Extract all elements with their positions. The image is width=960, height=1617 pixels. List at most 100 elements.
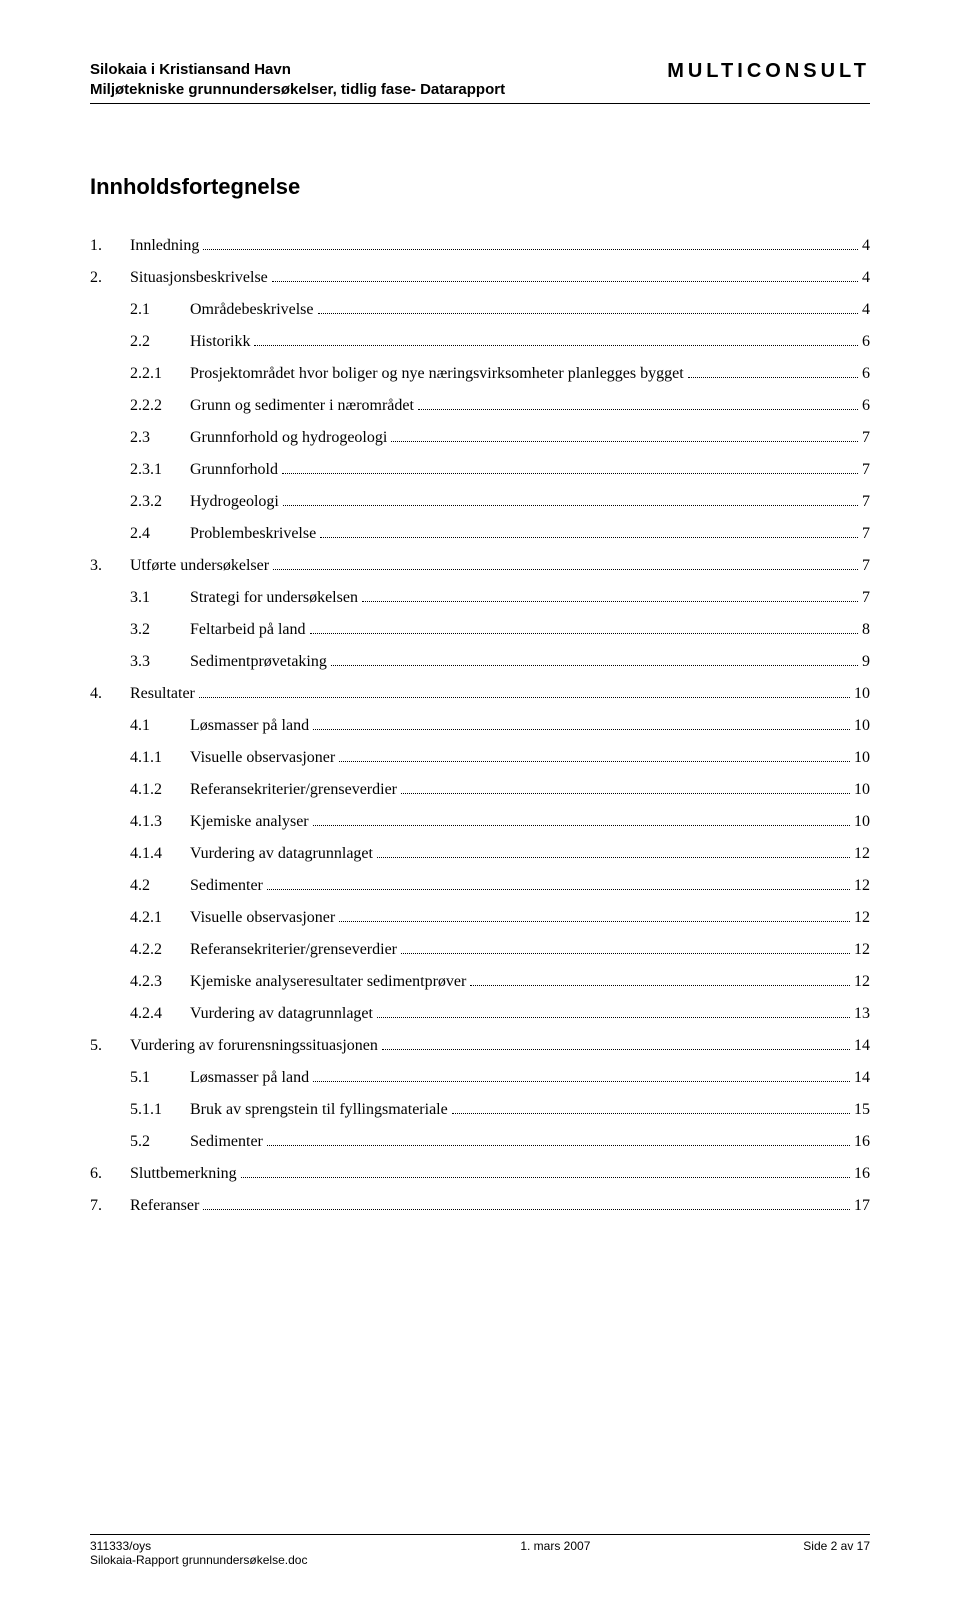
- toc-entry-page: 7: [862, 550, 870, 582]
- toc-entry-label: Vurdering av datagrunnlaget: [190, 998, 373, 1030]
- toc-entry: 7.Referanser17: [90, 1190, 870, 1222]
- toc-entry: 3.3Sedimentprøvetaking 9: [90, 646, 870, 678]
- toc-entry-page: 10: [854, 710, 870, 742]
- toc-leader-dots: [688, 363, 858, 378]
- toc-entry-number: 5.1.1: [130, 1094, 190, 1126]
- toc-entry-page: 17: [854, 1190, 870, 1222]
- header-company: MULTICONSULT: [667, 60, 870, 83]
- toc-entry-number: 2.3: [130, 422, 190, 454]
- toc-leader-dots: [362, 587, 858, 602]
- toc-leader-dots: [382, 1035, 850, 1050]
- toc-entry-page: 10: [854, 774, 870, 806]
- toc-leader-dots: [320, 523, 858, 538]
- toc-leader-dots: [339, 747, 850, 762]
- toc-entry-number: 4.1.1: [130, 742, 190, 774]
- toc-entry-label: Sedimenter: [190, 1126, 263, 1158]
- toc-entry-page: 4: [862, 230, 870, 262]
- toc-entry-label: Historikk: [190, 326, 250, 358]
- toc-entry-page: 7: [862, 518, 870, 550]
- header-left: Silokaia i Kristiansand Havn Miljøteknis…: [90, 60, 505, 99]
- toc-entry-page: 12: [854, 870, 870, 902]
- toc-entry-label: Hydrogeologi: [190, 486, 279, 518]
- toc-entry-page: 12: [854, 902, 870, 934]
- toc-entry: 3.Utførte undersøkelser 7: [90, 550, 870, 582]
- toc-entry-number: 2.3.2: [130, 486, 190, 518]
- toc-entry-label: Kjemiske analyser: [190, 806, 309, 838]
- toc-entry-number: 2.2.1: [130, 358, 190, 390]
- toc-entry: 2.Situasjonsbeskrivelse4: [90, 262, 870, 294]
- toc-entry-label: Løsmasser på land: [190, 1062, 309, 1094]
- toc-leader-dots: [272, 267, 858, 282]
- toc-entry: 5.1Løsmasser på land14: [90, 1062, 870, 1094]
- toc-entry-label: Problembeskrivelse: [190, 518, 316, 550]
- toc-entry-label: Grunnforhold og hydrogeologi: [190, 422, 387, 454]
- table-of-contents: 1.Innledning42.Situasjonsbeskrivelse42.1…: [90, 230, 870, 1222]
- toc-entry-label: Kjemiske analyseresultater sedimentprøve…: [190, 966, 466, 998]
- toc-entry: 2.2.1Prosjektområdet hvor boliger og nye…: [90, 358, 870, 390]
- toc-entry: 4.1.2Referansekriterier/grenseverdier10: [90, 774, 870, 806]
- toc-entry-number: 4.: [90, 678, 130, 710]
- toc-entry-label: Resultater: [130, 678, 195, 710]
- toc-entry-label: Sedimenter: [190, 870, 263, 902]
- toc-entry-number: 2.2: [130, 326, 190, 358]
- toc-entry-number: 2.3.1: [130, 454, 190, 486]
- toc-entry-label: Områdebeskrivelse: [190, 294, 314, 326]
- toc-leader-dots: [313, 1067, 850, 1082]
- toc-entry-page: 14: [854, 1062, 870, 1094]
- toc-entry-page: 7: [862, 486, 870, 518]
- toc-leader-dots: [267, 1131, 850, 1146]
- toc-entry-page: 12: [854, 934, 870, 966]
- toc-leader-dots: [313, 715, 850, 730]
- toc-entry: 4.2.1Visuelle observasjoner12: [90, 902, 870, 934]
- page-header: Silokaia i Kristiansand Havn Miljøteknis…: [90, 60, 870, 104]
- page-footer: 311333/oys Silokaia-Rapport grunnundersø…: [90, 1534, 870, 1567]
- toc-leader-dots: [339, 907, 850, 922]
- toc-entry-number: 6.: [90, 1158, 130, 1190]
- toc-entry-page: 7: [862, 454, 870, 486]
- header-title-line1: Silokaia i Kristiansand Havn: [90, 60, 505, 80]
- toc-entry: 2.3.1Grunnforhold7: [90, 454, 870, 486]
- toc-entry-number: 3.: [90, 550, 130, 582]
- toc-leader-dots: [254, 331, 858, 346]
- toc-entry: 4.2.3Kjemiske analyseresultater sediment…: [90, 966, 870, 998]
- toc-entry-label: Grunn og sedimenter i nærområdet: [190, 390, 414, 422]
- toc-entry-page: 15: [854, 1094, 870, 1126]
- toc-entry: 2.3Grunnforhold og hydrogeologi7: [90, 422, 870, 454]
- toc-entry: 4.2Sedimenter 12: [90, 870, 870, 902]
- toc-entry-number: 3.2: [130, 614, 190, 646]
- toc-leader-dots: [377, 843, 850, 858]
- toc-entry-number: 4.2: [130, 870, 190, 902]
- toc-entry: 1.Innledning4: [90, 230, 870, 262]
- toc-entry: 4.1Løsmasser på land10: [90, 710, 870, 742]
- toc-entry-label: Sedimentprøvetaking: [190, 646, 327, 678]
- toc-entry-page: 12: [854, 838, 870, 870]
- toc-leader-dots: [331, 651, 858, 666]
- toc-entry-label: Referanser: [130, 1190, 199, 1222]
- toc-entry-number: 4.1.2: [130, 774, 190, 806]
- toc-entry: 4.Resultater 10: [90, 678, 870, 710]
- toc-entry-number: 3.3: [130, 646, 190, 678]
- toc-entry-page: 4: [862, 262, 870, 294]
- toc-entry: 5.Vurdering av forurensningssituasjonen1…: [90, 1030, 870, 1062]
- toc-entry-page: 16: [854, 1158, 870, 1190]
- toc-entry: 4.1.4Vurdering av datagrunnlaget12: [90, 838, 870, 870]
- toc-entry-page: 9: [862, 646, 870, 678]
- toc-heading: Innholdsfortegnelse: [90, 174, 870, 200]
- toc-entry-number: 4.2.4: [130, 998, 190, 1030]
- toc-leader-dots: [470, 971, 850, 986]
- toc-entry-label: Utførte undersøkelser: [130, 550, 269, 582]
- toc-leader-dots: [203, 235, 858, 250]
- toc-entry: 2.4Problembeskrivelse 7: [90, 518, 870, 550]
- toc-entry-page: 7: [862, 582, 870, 614]
- toc-entry-label: Prosjektområdet hvor boliger og nye næri…: [190, 358, 684, 390]
- toc-entry: 2.3.2Hydrogeologi 7: [90, 486, 870, 518]
- toc-leader-dots: [273, 555, 858, 570]
- toc-entry: 4.2.2Referansekriterier/grenseverdier12: [90, 934, 870, 966]
- toc-leader-dots: [377, 1003, 850, 1018]
- toc-entry-number: 2.4: [130, 518, 190, 550]
- toc-entry-page: 6: [862, 326, 870, 358]
- toc-leader-dots: [283, 491, 858, 506]
- toc-leader-dots: [310, 619, 858, 634]
- toc-entry-page: 10: [854, 678, 870, 710]
- footer-date: 1. mars 2007: [520, 1539, 590, 1567]
